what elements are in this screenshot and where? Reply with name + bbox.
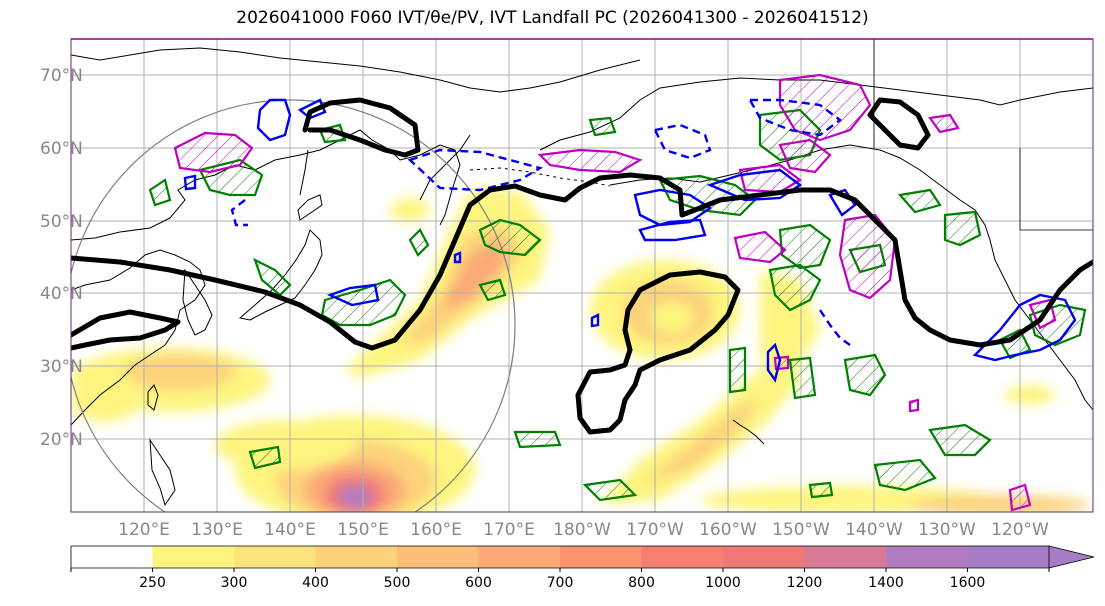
colorbar-label: 1400 [868,575,904,591]
lon-label: 140°W [845,520,903,540]
colorbar-label: 700 [547,575,574,591]
colorbar-cell [478,546,561,568]
pv-contours-blue [183,98,1077,383]
colorbar-label: 300 [221,575,248,591]
lon-label: 120°W [991,520,1049,540]
lon-label: 130°E [191,520,243,540]
colorbar-label: 600 [465,575,492,591]
theta-e-contours-black [71,97,1093,435]
colorbar-cell [560,546,642,568]
lat-label: 30°N [40,357,83,377]
colorbar-label: 500 [384,575,411,591]
colorbar-extend-arrow [1048,545,1095,569]
pv-contours-blue-dashed [230,98,851,346]
lon-label: 150°E [337,520,389,540]
colorbar-cell [886,546,968,568]
range-circle [71,99,516,512]
colorbar-cell [71,546,153,568]
lat-label: 50°N [40,212,83,232]
colorbar-label: 1600 [950,575,986,591]
lat-label: 70°N [40,66,83,86]
colorbar: 250 300 400 500 600 700 800 1000 1200 1400 1600 [70,545,1095,591]
lon-label: 180°W [553,520,611,540]
colorbar-cell [641,546,724,568]
lat-label: 20°N [40,430,83,450]
colorbar-cell [397,546,479,568]
colorbar-label: 800 [628,575,655,591]
lon-label: 130°W [918,520,976,540]
lon-label: 150°W [772,520,830,540]
colorbar-label: 1200 [787,575,823,591]
latitude-axis: 70°N 60°N 50°N 40°N 30°N 20°N [40,66,83,450]
colorbar-cell [234,546,316,568]
lat-label: 40°N [40,284,83,304]
lat-label: 60°N [40,139,83,159]
map-panel [70,38,1094,513]
colorbar-cell [967,546,1050,568]
lon-label: 170°E [483,520,535,540]
landfall-contours-magenta [173,73,1057,512]
lon-label: 170°W [626,520,684,540]
colorbar-cell [315,546,398,568]
colorbar-label: 400 [302,575,329,591]
colorbar-label: 1000 [705,575,741,591]
lon-label: 120°E [118,520,170,540]
lon-label: 140°E [264,520,316,540]
longitude-axis: 120°E 130°E 140°E 150°E 160°E 170°E 180°… [118,520,1049,540]
colorbar-cell [152,546,235,568]
map-title: 2026041000 F060 IVT/θe/PV, IVT Landfall … [236,8,869,28]
lon-label: 160°W [699,520,757,540]
colorbar-label: 250 [139,575,166,591]
lon-label: 160°E [410,520,462,540]
colorbar-cell [804,546,887,568]
colorbar-cell [723,546,805,568]
